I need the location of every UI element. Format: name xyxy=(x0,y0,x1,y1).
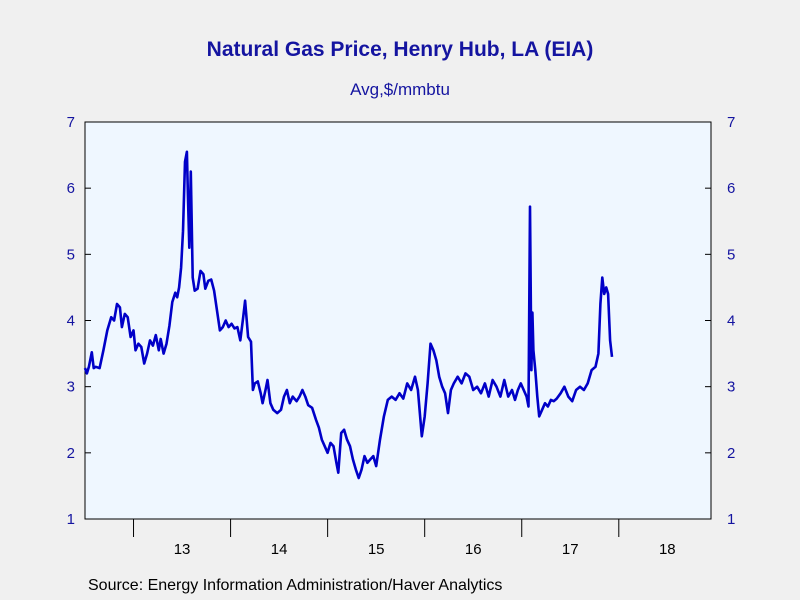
source-note: Source: Energy Information Administratio… xyxy=(88,577,503,594)
x-tick-label: 18 xyxy=(659,541,676,558)
y-tick-label-right: 3 xyxy=(727,379,735,396)
y-tick-label-left: 4 xyxy=(67,313,75,330)
y-tick-label-left: 7 xyxy=(67,114,75,131)
x-tick-label: 14 xyxy=(271,541,288,558)
y-axis-left: 1 2 3 4 5 6 7 xyxy=(67,114,91,528)
y-tick-label-right: 7 xyxy=(727,114,735,131)
y-tick-label-right: 1 xyxy=(727,511,735,528)
plot-area xyxy=(84,121,712,520)
series-line xyxy=(83,150,614,480)
chart-title: Natural Gas Price, Henry Hub, LA (EIA) xyxy=(206,38,594,61)
y-axis-right: 1 2 3 4 5 6 7 xyxy=(705,114,735,528)
y-tick-label-right: 2 xyxy=(727,445,735,462)
x-tick-label: 16 xyxy=(465,541,482,558)
y-tick-label-right: 5 xyxy=(727,246,735,263)
x-tick-label: 13 xyxy=(174,541,191,558)
x-tick-label: 15 xyxy=(368,541,385,558)
chart-subtitle: Avg,$/mmbtu xyxy=(350,80,450,99)
y-tick-label-left: 3 xyxy=(67,379,75,396)
y-tick-label-left: 2 xyxy=(67,445,75,462)
y-tick-label-left: 5 xyxy=(67,246,75,263)
y-tick-label-right: 6 xyxy=(727,180,735,197)
y-tick-label-left: 1 xyxy=(67,511,75,528)
y-tick-label-left: 6 xyxy=(67,180,75,197)
y-tick-label-right: 4 xyxy=(727,313,735,330)
x-axis: 13 14 15 16 17 18 xyxy=(133,519,676,558)
x-tick-label: 17 xyxy=(562,541,579,558)
series-layer xyxy=(83,150,614,480)
